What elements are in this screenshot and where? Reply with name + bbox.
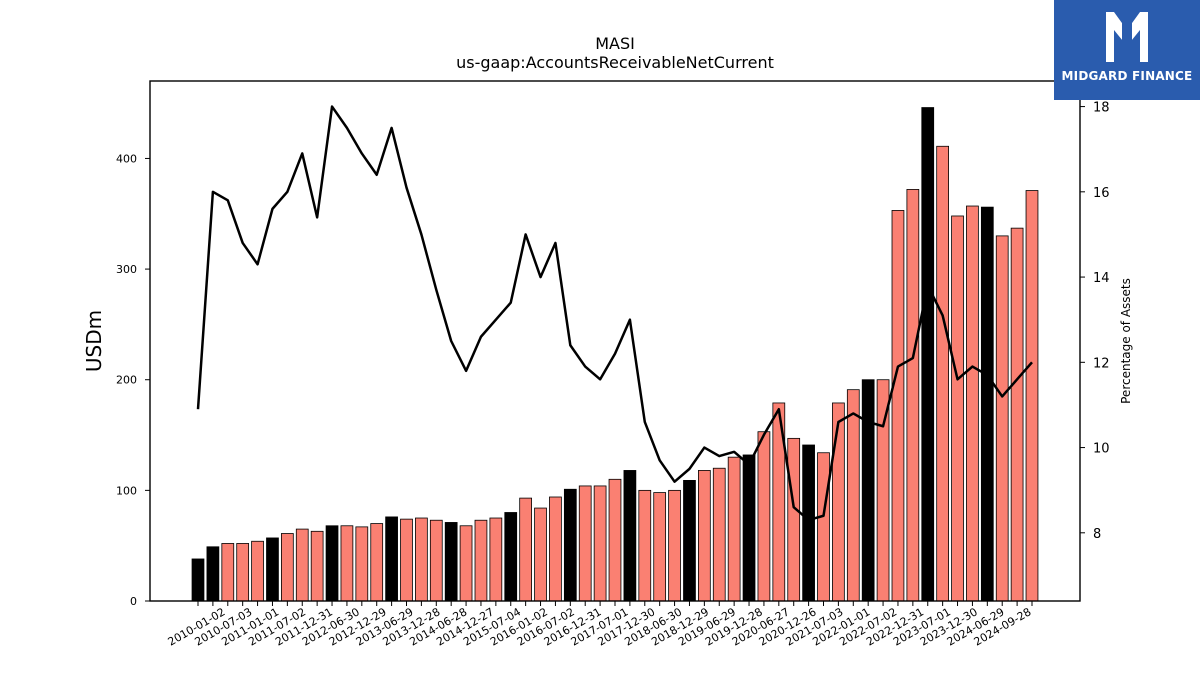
bar bbox=[429, 519, 443, 602]
bar bbox=[623, 470, 637, 602]
bar bbox=[385, 516, 398, 602]
bar bbox=[474, 519, 488, 602]
chart-title: MASI bbox=[595, 34, 635, 53]
y-axis-label: USDm bbox=[82, 310, 106, 372]
bar bbox=[355, 526, 369, 602]
bar bbox=[802, 444, 815, 602]
bar bbox=[563, 488, 577, 602]
bar bbox=[444, 522, 458, 602]
bar bbox=[549, 496, 562, 602]
bar bbox=[846, 389, 860, 602]
bar bbox=[757, 431, 771, 602]
midgard-finance-logo: MIDGARD FINANCE bbox=[1054, 0, 1200, 100]
y2-tick-label: 8 bbox=[1093, 527, 1101, 542]
bar bbox=[400, 518, 413, 602]
y-tick-label: 400 bbox=[116, 152, 137, 165]
logo-text: MIDGARD FINANCE bbox=[1061, 69, 1193, 83]
bar bbox=[340, 525, 354, 602]
y2-tick-label: 12 bbox=[1093, 356, 1110, 371]
bar bbox=[698, 470, 711, 602]
bar bbox=[951, 215, 964, 602]
bar bbox=[325, 525, 339, 602]
y2-tick-label: 16 bbox=[1093, 186, 1110, 201]
y2-tick-label: 10 bbox=[1093, 442, 1110, 457]
bar bbox=[817, 452, 830, 602]
bar bbox=[310, 530, 324, 602]
y2-axis-label: Percentage of Assets bbox=[1119, 278, 1133, 404]
bar bbox=[936, 145, 950, 602]
bar bbox=[1025, 190, 1039, 602]
y-tick-label: 300 bbox=[116, 263, 137, 276]
midgard-m-logo-icon bbox=[1106, 12, 1148, 62]
bar bbox=[295, 528, 309, 602]
bar bbox=[280, 533, 294, 602]
y2-tick-label: 14 bbox=[1093, 271, 1110, 286]
y-tick-label: 0 bbox=[130, 595, 137, 608]
bar bbox=[727, 456, 741, 602]
bar bbox=[206, 546, 220, 602]
bar bbox=[608, 478, 622, 602]
bar bbox=[906, 189, 920, 602]
bar bbox=[980, 206, 994, 602]
bar bbox=[489, 517, 503, 602]
bar bbox=[266, 537, 279, 602]
bar bbox=[653, 492, 667, 602]
bar bbox=[578, 485, 592, 602]
bar bbox=[519, 497, 533, 602]
bar bbox=[415, 517, 428, 602]
bar bbox=[191, 558, 205, 602]
line-series bbox=[196, 105, 1033, 522]
chart-subtitle: us-gaap:AccountsReceivableNetCurrent bbox=[456, 53, 774, 72]
bar bbox=[832, 402, 845, 602]
bar bbox=[459, 525, 473, 602]
bar-series bbox=[191, 107, 1039, 602]
bar bbox=[742, 454, 756, 602]
bar bbox=[370, 523, 384, 602]
bar bbox=[251, 540, 264, 602]
bar bbox=[966, 205, 979, 602]
bar bbox=[995, 235, 1009, 602]
y-tick-label: 200 bbox=[116, 374, 137, 387]
bar bbox=[593, 485, 607, 602]
y-tick-label: 100 bbox=[116, 484, 137, 497]
bar bbox=[787, 437, 801, 602]
pct-of-assets-line bbox=[196, 105, 1033, 522]
bar bbox=[504, 512, 518, 602]
bar bbox=[861, 379, 875, 602]
y2-tick-label: 18 bbox=[1093, 101, 1110, 116]
bar bbox=[534, 507, 547, 602]
bar bbox=[921, 107, 935, 602]
bar bbox=[712, 467, 726, 602]
bar bbox=[668, 489, 681, 602]
bar bbox=[683, 479, 696, 602]
bar bbox=[891, 210, 905, 602]
bar bbox=[1010, 227, 1024, 602]
bar bbox=[236, 543, 250, 602]
bar bbox=[638, 489, 652, 602]
bar bbox=[221, 543, 235, 602]
